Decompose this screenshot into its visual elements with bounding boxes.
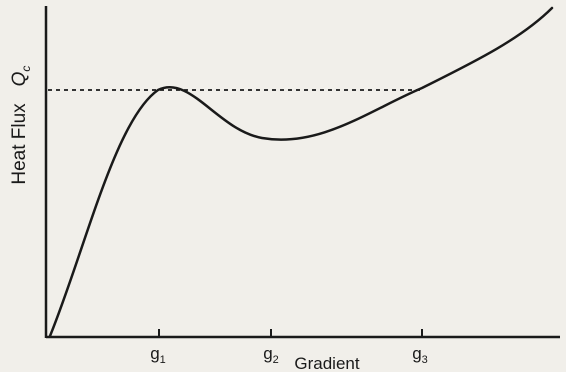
tick-label-g3: g3: [412, 344, 428, 366]
tick-label-g2-sub: 2: [273, 354, 279, 366]
tick-label-g3-sub: 3: [422, 354, 428, 366]
tick-label-g2: g2: [263, 344, 279, 366]
tick-label-g3-base: g: [412, 344, 421, 363]
heat-flux-curve: [48, 6, 554, 338]
tick-label-g2-base: g: [263, 344, 272, 363]
y-axis-label: Heat Flux: [9, 103, 30, 185]
threshold-label-sub: c: [19, 66, 33, 72]
tick-label-g1-base: g: [150, 344, 159, 363]
threshold-label-main: Q: [9, 71, 30, 86]
tick-label-g1-sub: 1: [160, 354, 166, 366]
tick-label-g1: g1: [150, 344, 166, 366]
x-axis-label: Gradient: [294, 354, 359, 372]
threshold-label: Qc: [9, 66, 33, 87]
